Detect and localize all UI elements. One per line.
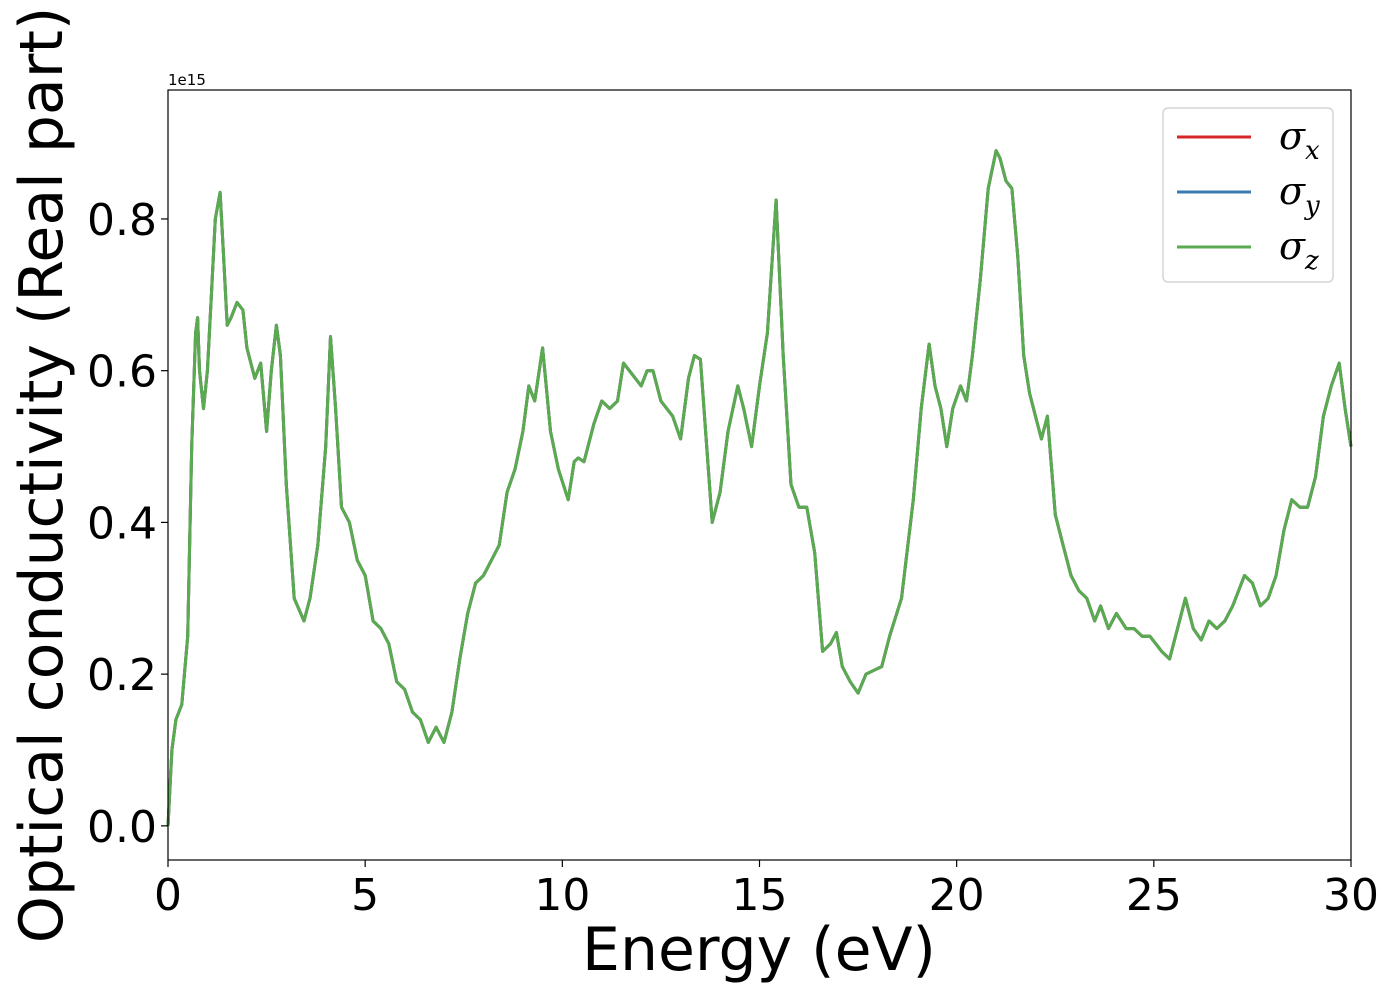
x-tick-label: 30 (1323, 870, 1379, 921)
legend-box (1162, 107, 1334, 283)
x-axis-label: Energy (eV) (582, 915, 936, 985)
y-offset-label: 1e15 (168, 71, 206, 89)
x-tick-label: 10 (534, 870, 590, 921)
y-axis: 0.0 0.2 0.4 0.6 0.8 (87, 195, 168, 853)
legend-label-sigma-z: σz (1279, 224, 1319, 276)
y-tick-label: 0.6 (87, 347, 157, 398)
x-tick-label: 25 (1126, 870, 1182, 921)
x-tick-label: 20 (929, 870, 985, 921)
series-line-sigma-z (166, 149, 1353, 826)
y-axis-label: Optical conductivity (Real part) (7, 7, 77, 944)
legend-label-sigma-x: σx (1279, 114, 1320, 166)
x-axis: 0 5 10 15 20 25 30 (154, 860, 1379, 921)
legend-label-sigma-y: σy (1279, 169, 1320, 221)
y-tick-label: 0.4 (87, 498, 157, 549)
x-tick-label: 0 (154, 870, 182, 921)
y-tick-label: 0.2 (87, 650, 157, 701)
x-tick-label: 15 (732, 870, 788, 921)
y-tick-label: 0.0 (87, 802, 157, 853)
y-tick-label: 0.8 (87, 195, 157, 246)
series-lines (166, 149, 1353, 826)
x-tick-label: 5 (351, 870, 379, 921)
